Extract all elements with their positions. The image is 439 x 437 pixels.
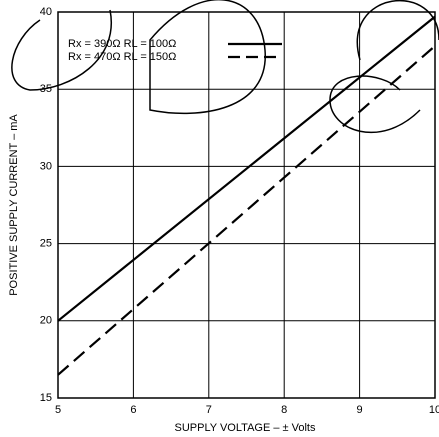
y-tick-label: 35	[40, 83, 52, 95]
x-tick-label: 5	[55, 404, 61, 416]
series-line	[57, 15, 436, 322]
x-tick-label: 10	[429, 404, 439, 416]
x-tick-label: 9	[357, 404, 363, 416]
y-tick-label: 40	[40, 6, 52, 18]
y-tick-label: 30	[40, 160, 52, 172]
series-line	[57, 45, 436, 376]
y-axis-label: POSITIVE SUPPLY CURRENT – mA	[8, 114, 20, 296]
x-axis-label: SUPPLY VOLTAGE – ± Volts	[175, 422, 316, 434]
x-tick-label: 7	[206, 404, 212, 416]
legend-label: Rx = 390Ω RL = 100Ω	[68, 38, 176, 50]
y-tick-label: 20	[40, 315, 52, 327]
plot-frame	[57, 11, 436, 399]
x-tick-label: 6	[130, 404, 136, 416]
watermark	[11, 0, 266, 115]
y-tick-label: 25	[40, 238, 52, 250]
legend-label: Rx = 470Ω RL = 150Ω	[68, 51, 176, 63]
watermark	[329, 0, 439, 134]
x-tick-label: 8	[281, 404, 287, 416]
y-tick-label: 15	[40, 392, 52, 404]
